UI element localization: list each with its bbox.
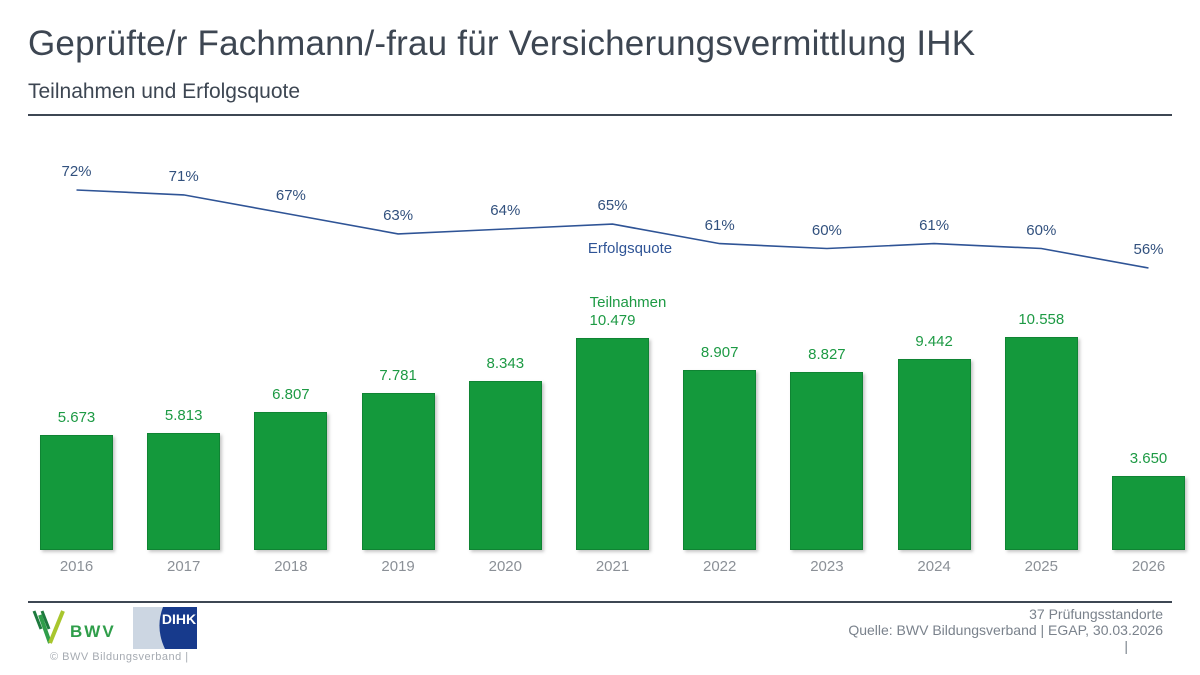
axis-label-2023: 2023 — [810, 558, 844, 575]
pct-label-2022: 61% — [704, 216, 735, 234]
pct-label-2024: 61% — [919, 216, 950, 234]
series-label-erfolgsquote: Erfolgsquote — [587, 240, 673, 257]
pct-label-2019: 63% — [383, 206, 414, 224]
footer-divider — [28, 601, 1172, 603]
bar-2018 — [254, 412, 328, 550]
axis-label-2017: 2017 — [167, 558, 201, 575]
pct-label-2016: 72% — [61, 163, 92, 180]
bar-2024 — [897, 359, 971, 550]
pct-label-2021: 65% — [597, 197, 628, 215]
page-title: Geprüfte/r Fachmann/-frau für Versicheru… — [28, 24, 976, 63]
bar-value-label-2017: 5.813 — [164, 407, 203, 424]
footer-quelle: Quelle: BWV Bildungsverband | EGAP, 30.0… — [848, 622, 1163, 638]
bar-value-label-2022: 8.907 — [700, 344, 739, 361]
bar-2022 — [683, 370, 757, 550]
axis-label-2021: 2021 — [595, 558, 630, 575]
bar-2017 — [147, 433, 221, 550]
bar-value-label-2025: 10.558 — [1018, 311, 1065, 328]
page-subtitle: Teilnahmen und Erfolgsquote — [28, 80, 301, 103]
copyright-text: © BWV Bildungsverband | — [50, 651, 189, 663]
bar-value-label-2023: 8.827 — [808, 346, 846, 363]
pct-label-2025: 60% — [1026, 221, 1057, 239]
bar-2020 — [468, 381, 542, 550]
footer-standorte: 37 Prüfungsstandorte — [1029, 606, 1163, 622]
series-label-teilnahmen: Teilnahmen — [589, 294, 667, 311]
axis-label-2018: 2018 — [274, 558, 308, 575]
axis-label-2020: 2020 — [488, 558, 522, 575]
svg-text:DIHK: DIHK — [162, 611, 196, 627]
bar-2025 — [1004, 337, 1078, 550]
pct-label-2018: 67% — [275, 187, 306, 205]
pct-label-2026: 56% — [1133, 241, 1164, 258]
bwv-logo-text: BWV — [70, 622, 116, 641]
bar-2023 — [790, 372, 864, 550]
axis-label-2019: 2019 — [381, 558, 415, 575]
axis-label-2025: 2025 — [1024, 558, 1058, 575]
footer-tick: | — [1124, 638, 1128, 654]
bar-2016 — [40, 435, 113, 550]
header-divider — [28, 114, 1172, 116]
bar-value-label-2016: 5.673 — [57, 409, 96, 426]
footer-source: 37 Prüfungsstandorte Quelle: BWV Bildung… — [848, 606, 1163, 654]
bar-value-label-2024: 9.442 — [915, 333, 953, 350]
bar-2021 — [576, 338, 649, 550]
axis-label-2022: 2022 — [703, 558, 737, 575]
bar-value-label-2026: 3.650 — [1129, 450, 1168, 467]
bar-2019 — [361, 393, 435, 550]
axis-label-2024: 2024 — [917, 558, 951, 575]
bar-value-label-2021: 10.479 — [589, 312, 636, 329]
bar-2026 — [1112, 476, 1185, 550]
dihk-logo-icon: DIHK — [133, 607, 197, 649]
axis-label-2016: 2016 — [59, 558, 94, 575]
pct-label-2017: 71% — [168, 167, 199, 185]
bar-value-label-2020: 8.343 — [486, 355, 525, 372]
bar-value-label-2018: 6.807 — [272, 386, 310, 403]
pct-label-2023: 60% — [811, 221, 842, 239]
bwv-logo-icon — [32, 610, 65, 644]
bar-value-label-2019: 7.781 — [379, 367, 417, 384]
axis-label-2026: 2026 — [1131, 558, 1166, 575]
pct-label-2020: 64% — [490, 202, 521, 219]
